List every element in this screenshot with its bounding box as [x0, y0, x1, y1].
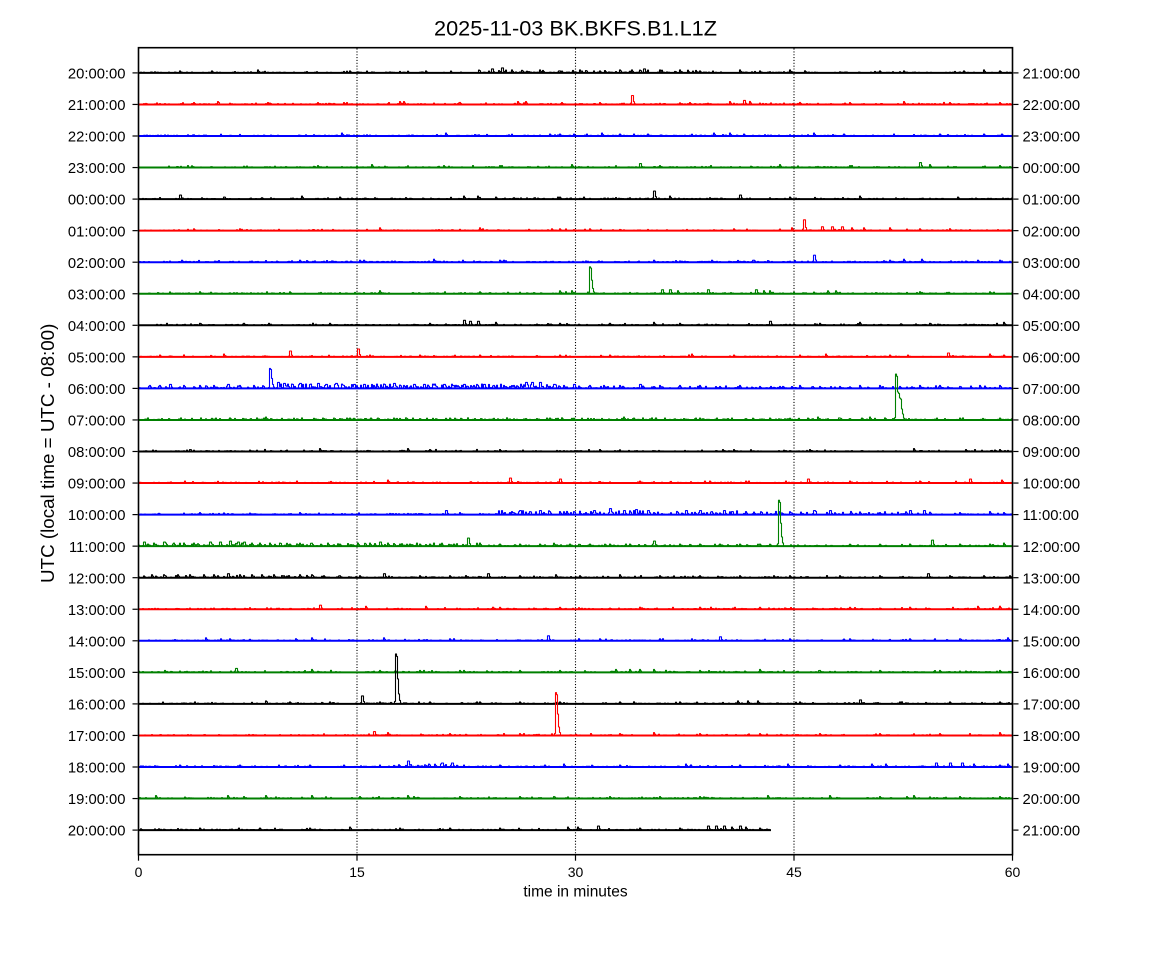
svg-text:21:00:00: 21:00:00	[1023, 67, 1081, 83]
svg-text:UTC (local time = UTC - 08:00): UTC (local time = UTC - 08:00)	[37, 324, 58, 583]
svg-text:00:00:00: 00:00:00	[1023, 161, 1081, 177]
svg-text:22:00:00: 22:00:00	[68, 130, 126, 146]
svg-text:13:00:00: 13:00:00	[1023, 571, 1081, 587]
svg-text:23:00:00: 23:00:00	[1023, 130, 1081, 146]
svg-text:01:00:00: 01:00:00	[1023, 193, 1081, 209]
svg-text:15:00:00: 15:00:00	[68, 666, 126, 682]
svg-text:03:00:00: 03:00:00	[1023, 256, 1081, 272]
svg-text:05:00:00: 05:00:00	[1023, 319, 1081, 335]
svg-text:12:00:00: 12:00:00	[68, 571, 126, 587]
svg-text:21:00:00: 21:00:00	[68, 98, 126, 114]
svg-text:15: 15	[349, 864, 365, 880]
svg-text:04:00:00: 04:00:00	[68, 319, 126, 335]
svg-text:02:00:00: 02:00:00	[68, 256, 126, 272]
svg-text:01:00:00: 01:00:00	[68, 224, 126, 240]
svg-text:22:00:00: 22:00:00	[1023, 98, 1081, 114]
svg-text:06:00:00: 06:00:00	[68, 382, 126, 398]
svg-text:20:00:00: 20:00:00	[68, 67, 126, 83]
svg-text:19:00:00: 19:00:00	[68, 792, 126, 808]
svg-text:16:00:00: 16:00:00	[1023, 666, 1081, 682]
svg-text:02:00:00: 02:00:00	[1023, 224, 1081, 240]
svg-text:08:00:00: 08:00:00	[1023, 414, 1081, 430]
svg-text:14:00:00: 14:00:00	[1023, 603, 1081, 619]
svg-text:00:00:00: 00:00:00	[68, 193, 126, 209]
svg-text:time in minutes: time in minutes	[523, 884, 627, 901]
svg-text:04:00:00: 04:00:00	[1023, 287, 1081, 303]
svg-text:10:00:00: 10:00:00	[1023, 477, 1081, 493]
svg-text:0: 0	[135, 864, 143, 880]
svg-text:08:00:00: 08:00:00	[68, 445, 126, 461]
svg-text:09:00:00: 09:00:00	[68, 477, 126, 493]
svg-text:17:00:00: 17:00:00	[68, 729, 126, 745]
svg-text:16:00:00: 16:00:00	[68, 698, 126, 714]
svg-text:03:00:00: 03:00:00	[68, 287, 126, 303]
svg-text:14:00:00: 14:00:00	[68, 634, 126, 650]
svg-text:06:00:00: 06:00:00	[1023, 350, 1081, 366]
svg-text:15:00:00: 15:00:00	[1023, 634, 1081, 650]
svg-text:20:00:00: 20:00:00	[1023, 792, 1081, 808]
svg-text:11:00:00: 11:00:00	[1023, 508, 1080, 524]
svg-text:18:00:00: 18:00:00	[68, 761, 126, 777]
svg-text:09:00:00: 09:00:00	[1023, 445, 1081, 461]
svg-text:45: 45	[786, 864, 802, 880]
svg-text:12:00:00: 12:00:00	[1023, 540, 1081, 556]
svg-text:18:00:00: 18:00:00	[1023, 729, 1081, 745]
svg-text:10:00:00: 10:00:00	[68, 508, 126, 524]
svg-text:13:00:00: 13:00:00	[68, 603, 126, 619]
svg-text:17:00:00: 17:00:00	[1023, 698, 1081, 714]
svg-text:30: 30	[568, 864, 584, 880]
svg-text:21:00:00: 21:00:00	[1023, 824, 1081, 840]
svg-text:2025-11-03 BK.BKFS.B1.L1Z: 2025-11-03 BK.BKFS.B1.L1Z	[434, 15, 717, 40]
svg-text:11:00:00: 11:00:00	[69, 540, 126, 556]
svg-text:60: 60	[1005, 864, 1021, 880]
svg-text:05:00:00: 05:00:00	[68, 350, 126, 366]
svg-text:23:00:00: 23:00:00	[68, 161, 126, 177]
svg-text:20:00:00: 20:00:00	[68, 824, 126, 840]
svg-text:07:00:00: 07:00:00	[1023, 382, 1081, 398]
svg-text:19:00:00: 19:00:00	[1023, 761, 1081, 777]
svg-text:07:00:00: 07:00:00	[68, 414, 126, 430]
